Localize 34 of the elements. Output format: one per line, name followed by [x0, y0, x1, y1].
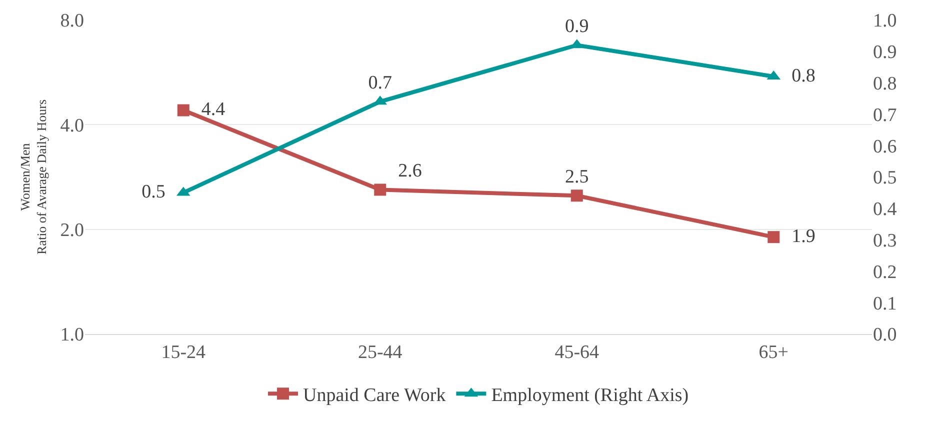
point	[374, 184, 386, 196]
legend-label: Unpaid Care Work	[303, 385, 446, 406]
y2-tick-label: 0.8	[873, 73, 897, 94]
y2-tick-label: 0.7	[873, 104, 897, 126]
data-label: 4.4	[192, 99, 235, 120]
y2-tick-label: 0.0	[873, 324, 897, 346]
y2-tick-label: 0.1	[873, 293, 897, 314]
y-tick-label: 4.0	[60, 115, 84, 136]
y-tick-label: 2.0	[60, 220, 84, 241]
data-label: 0.8	[782, 65, 825, 86]
y2-tick-label: 0.2	[873, 262, 897, 283]
data-label: 0.9	[556, 16, 598, 37]
y-axis-title: Women/Men Ratio of Avarage Daily Hours	[17, 100, 50, 254]
x-tick-label: 25-44	[358, 342, 403, 363]
point	[177, 104, 190, 116]
legend-label: Employment (Right Axis)	[491, 385, 689, 406]
data-label: 1.9	[782, 226, 825, 247]
x-tick-label: 65+	[758, 342, 788, 363]
data-label: 2.6	[388, 160, 432, 182]
x-tick-label: 45-64	[554, 342, 600, 363]
x-tick-label: 15-24	[161, 342, 206, 363]
data-label: 2.5	[556, 166, 598, 188]
y2-tick-label: 0.9	[873, 42, 897, 64]
data-label: 0.5	[132, 181, 175, 202]
y-tick-label: 1.0	[60, 324, 84, 346]
y2-tick-label: 0.6	[873, 136, 897, 158]
point	[570, 190, 583, 202]
data-label: 0.7	[358, 72, 402, 94]
y2-tick-label: 0.4	[873, 199, 898, 220]
y2-tick-label: 0.5	[873, 168, 897, 189]
y-tick-label: 8.0	[60, 10, 84, 32]
point	[768, 231, 780, 244]
y2-tick-label: 1.0	[873, 10, 897, 32]
y2-tick-label: 0.3	[873, 230, 897, 252]
